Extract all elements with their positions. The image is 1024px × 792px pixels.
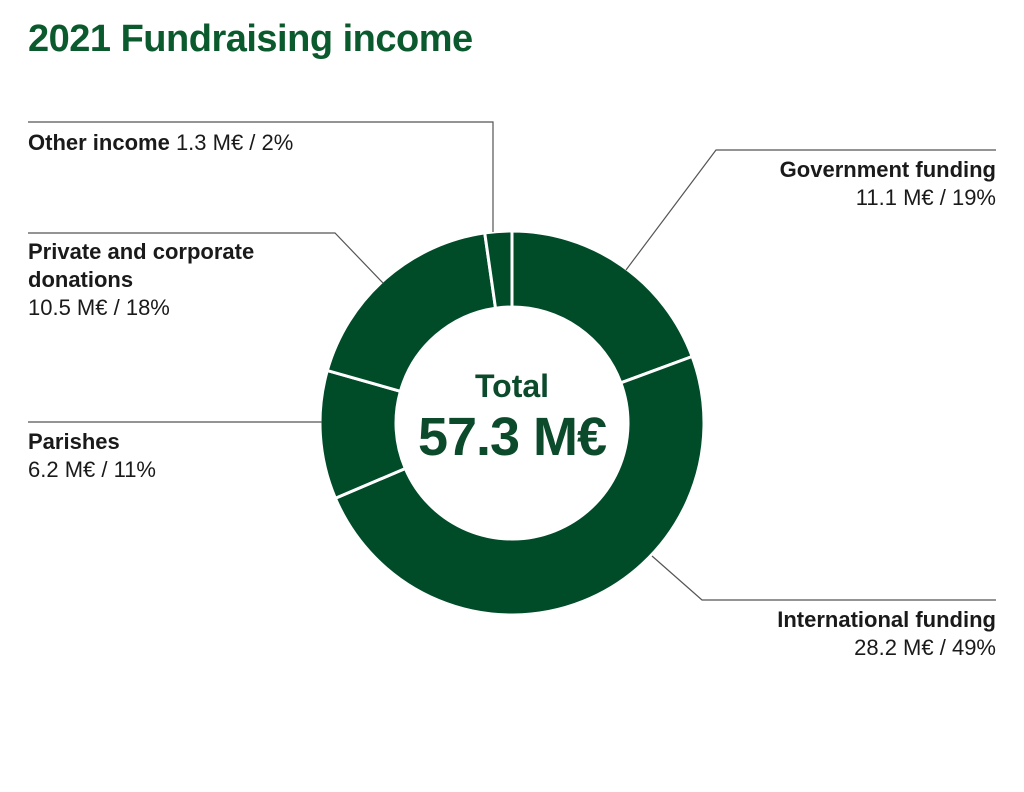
label-other-income-name: Other income	[28, 130, 170, 155]
label-international-funding-value: 28.2 M€ / 49%	[854, 635, 996, 660]
center-total-value: 57.3 M€	[417, 407, 607, 467]
label-private-donations-name: Private and corporate donations	[28, 239, 255, 292]
leader-line-private	[28, 232, 384, 284]
slice-international-funding	[333, 354, 706, 617]
slice-private-and-corporate-donations	[325, 231, 498, 394]
center-total-label: Total	[474, 368, 550, 404]
label-government-funding-value: 11.1 M€ / 19%	[855, 185, 996, 210]
label-parishes: Parishes 6.2 M€ / 11%	[28, 428, 156, 484]
chart-title: 2021 Fundraising income	[28, 18, 473, 60]
slice-government-funding	[510, 229, 695, 385]
leader-line-international	[651, 555, 996, 601]
label-other-income: Other income 1.3 M€ / 2%	[28, 129, 293, 157]
slice-other-income	[483, 229, 514, 310]
label-international-funding: International funding 28.2 M€ / 49%	[777, 606, 996, 662]
label-government-funding-name: Government funding	[779, 157, 996, 182]
label-government-funding: Government funding 11.1 M€ / 19%	[780, 156, 996, 212]
label-parishes-value: 6.2 M€ / 11%	[28, 457, 156, 482]
leader-lines	[28, 121, 996, 601]
label-international-funding-name: International funding	[777, 607, 996, 632]
leader-line-government	[625, 149, 996, 271]
leader-line-other	[28, 121, 494, 232]
label-other-income-value: 1.3 M€ / 2%	[175, 130, 294, 155]
label-private-donations: Private and corporate donations 10.5 M€ …	[28, 238, 298, 322]
label-private-donations-value: 10.5 M€ / 18%	[28, 295, 170, 320]
label-parishes-name: Parishes	[28, 429, 120, 454]
donut-slices	[318, 229, 706, 617]
